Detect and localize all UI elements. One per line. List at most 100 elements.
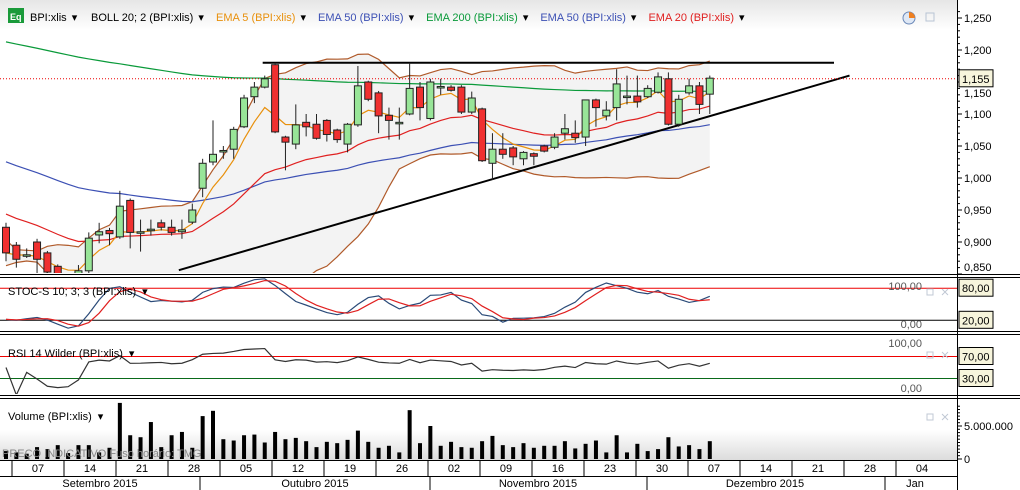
volume-bar[interactable] <box>407 410 412 459</box>
candle[interactable] <box>364 80 373 102</box>
volume-bar[interactable] <box>200 416 205 459</box>
volume-bar[interactable] <box>314 447 319 459</box>
candle[interactable] <box>384 107 393 140</box>
volume-bar[interactable] <box>324 441 329 459</box>
stochastic-panel[interactable] <box>0 278 957 329</box>
volume-bar[interactable] <box>645 451 650 459</box>
volume-bar[interactable] <box>242 435 247 459</box>
volume-bar[interactable] <box>635 443 640 459</box>
volume-bar[interactable] <box>138 437 143 459</box>
legend-item[interactable]: EMA 20 (BPI:xlis) <box>648 12 734 24</box>
volume-dropdown-icon[interactable]: ▾ <box>98 411 104 423</box>
stochastic-dropdown-icon[interactable]: ▾ <box>142 286 148 298</box>
volume-bar[interactable] <box>397 452 402 459</box>
candle[interactable] <box>374 90 383 134</box>
volume-bar[interactable] <box>583 443 588 459</box>
legend-item[interactable]: EMA 200 (BPI:xlis) <box>426 12 518 24</box>
volume-bar[interactable] <box>376 447 381 459</box>
volume-bar[interactable] <box>480 441 485 459</box>
volume-bar[interactable] <box>562 441 567 459</box>
volume-bar[interactable] <box>128 435 133 459</box>
volume-bar[interactable] <box>666 437 671 459</box>
volume-bar[interactable] <box>500 445 505 459</box>
volume-bar[interactable] <box>4 451 8 459</box>
volume-bar[interactable] <box>418 443 422 459</box>
dropdown-icon[interactable]: ▾ <box>72 12 78 24</box>
candle[interactable] <box>436 78 445 95</box>
dropdown-icon[interactable]: ▾ <box>300 12 306 24</box>
volume-bar[interactable] <box>366 441 371 459</box>
candle[interactable] <box>53 264 62 280</box>
candle[interactable] <box>591 98 600 127</box>
candle[interactable] <box>633 75 642 108</box>
volume-bar[interactable] <box>614 435 619 459</box>
candle[interactable] <box>209 120 217 166</box>
volume-bar[interactable] <box>604 452 609 459</box>
volume-bar[interactable] <box>304 441 309 459</box>
volume-bar[interactable] <box>76 445 81 459</box>
candle[interactable] <box>664 72 673 126</box>
candle[interactable] <box>602 101 611 121</box>
dropdown-icon[interactable]: ▾ <box>631 12 637 24</box>
candle[interactable] <box>2 222 10 262</box>
candle[interactable] <box>457 85 466 114</box>
volume-bar[interactable] <box>35 447 40 459</box>
candle[interactable] <box>291 104 300 150</box>
candle[interactable] <box>685 78 694 95</box>
volume-bar[interactable] <box>148 422 153 459</box>
volume-bar[interactable] <box>159 447 164 459</box>
volume-bar[interactable] <box>697 449 702 459</box>
legend-item[interactable]: EMA 50 (BPI:xlis) <box>540 12 626 24</box>
candle[interactable] <box>529 152 538 166</box>
dropdown-icon[interactable]: ▾ <box>739 12 745 24</box>
legend-item[interactable]: BOLL 20; 2 (BPI:xlis) <box>91 12 193 24</box>
legend-symbol[interactable]: BPI:xlis <box>30 12 67 24</box>
volume-panel[interactable] <box>4 402 712 460</box>
volume-bar[interactable] <box>490 435 495 459</box>
candle[interactable] <box>509 146 518 166</box>
volume-bar[interactable] <box>293 437 298 459</box>
candle[interactable] <box>674 94 683 127</box>
volume-bar[interactable] <box>386 445 391 459</box>
candle[interactable] <box>571 120 580 143</box>
candle[interactable] <box>84 232 93 274</box>
volume-bar[interactable] <box>14 452 19 459</box>
candle[interactable] <box>322 119 331 142</box>
candle[interactable] <box>74 265 83 275</box>
candle[interactable] <box>43 250 52 274</box>
volume-bar[interactable] <box>55 445 60 459</box>
candle[interactable] <box>188 203 197 225</box>
candle[interactable] <box>271 62 280 134</box>
volume-bar[interactable] <box>676 446 681 459</box>
candle[interactable] <box>478 107 487 162</box>
candle[interactable] <box>157 219 166 231</box>
volume-bar[interactable] <box>656 449 661 459</box>
candle[interactable] <box>519 151 528 166</box>
dropdown-icon[interactable]: ▾ <box>523 12 529 24</box>
rsi-panel[interactable] <box>0 347 957 395</box>
candle[interactable] <box>312 114 321 140</box>
volume-bar[interactable] <box>521 443 526 459</box>
volume-bar[interactable] <box>231 440 236 459</box>
volume-bar[interactable] <box>107 447 112 459</box>
candle[interactable] <box>405 62 414 116</box>
candle[interactable] <box>426 78 435 121</box>
volume-bar[interactable] <box>24 453 29 459</box>
volume-bar[interactable] <box>428 426 433 459</box>
candle[interactable] <box>229 126 238 159</box>
volume-bar[interactable] <box>262 442 267 460</box>
candle[interactable] <box>353 66 362 127</box>
candle[interactable] <box>705 75 714 114</box>
candle[interactable] <box>136 219 145 252</box>
volume-bar[interactable] <box>190 447 195 459</box>
volume-bar[interactable] <box>345 439 350 459</box>
candle[interactable] <box>115 190 124 239</box>
volume-bar[interactable] <box>179 431 184 459</box>
panel-separators[interactable] <box>0 274 1020 399</box>
candle[interactable] <box>654 72 663 94</box>
candle[interactable] <box>198 158 207 198</box>
candle[interactable] <box>612 69 621 121</box>
volume-bar[interactable] <box>273 431 278 459</box>
candle[interactable] <box>12 242 21 268</box>
volume-bar[interactable] <box>355 430 360 459</box>
